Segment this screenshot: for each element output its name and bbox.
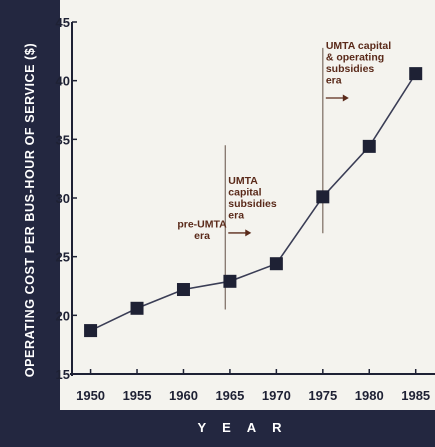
y-tick-label: 25 <box>56 250 70 265</box>
data-point <box>409 67 423 81</box>
x-tick-label: 1970 <box>262 388 291 403</box>
y-tick-label: 35 <box>56 132 70 147</box>
annotation-text: era <box>194 230 210 242</box>
x-tick-label: 1965 <box>215 388 244 403</box>
x-axis-label-bar: YEAR <box>60 410 435 447</box>
y-tick-label: 45 <box>56 15 70 30</box>
annotation-text: subsidies <box>228 198 277 210</box>
data-point <box>316 190 330 204</box>
data-point <box>362 139 376 153</box>
annotation-text: pre-UMTA <box>177 218 227 230</box>
data-point <box>223 274 237 288</box>
annotation-text: capital <box>228 186 261 198</box>
y-tick-label: 20 <box>56 308 70 323</box>
y-tick-label: 40 <box>56 74 70 89</box>
data-point <box>130 301 144 315</box>
x-axis-label: YEAR <box>197 420 298 435</box>
annotation-text: subsidies <box>326 63 375 75</box>
annotation-text: era <box>228 209 244 221</box>
x-tick-label: 1975 <box>308 388 337 403</box>
x-tick-label: 1955 <box>123 388 152 403</box>
x-tick-label: 1980 <box>355 388 384 403</box>
annotation-text: UMTA capital <box>326 40 391 52</box>
data-point <box>269 257 283 271</box>
annotation-text: & operating <box>326 51 384 63</box>
y-tick-label: 30 <box>56 191 70 206</box>
y-axis-label-bar: OPERATING COST PER BUS-HOUR OF SERVICE (… <box>0 0 60 447</box>
x-tick-label: 1960 <box>169 388 198 403</box>
annotation-arrowhead <box>245 229 252 237</box>
x-tick-label: 1985 <box>401 388 430 403</box>
annotation-text: era <box>326 74 342 86</box>
data-point <box>176 283 190 297</box>
annotation-text: UMTA <box>228 175 258 187</box>
x-tick-label: 1950 <box>76 388 105 403</box>
annotation-arrowhead <box>342 94 349 102</box>
series-line <box>90 73 417 332</box>
y-tick-label: 15 <box>56 367 70 382</box>
data-point <box>84 324 98 338</box>
